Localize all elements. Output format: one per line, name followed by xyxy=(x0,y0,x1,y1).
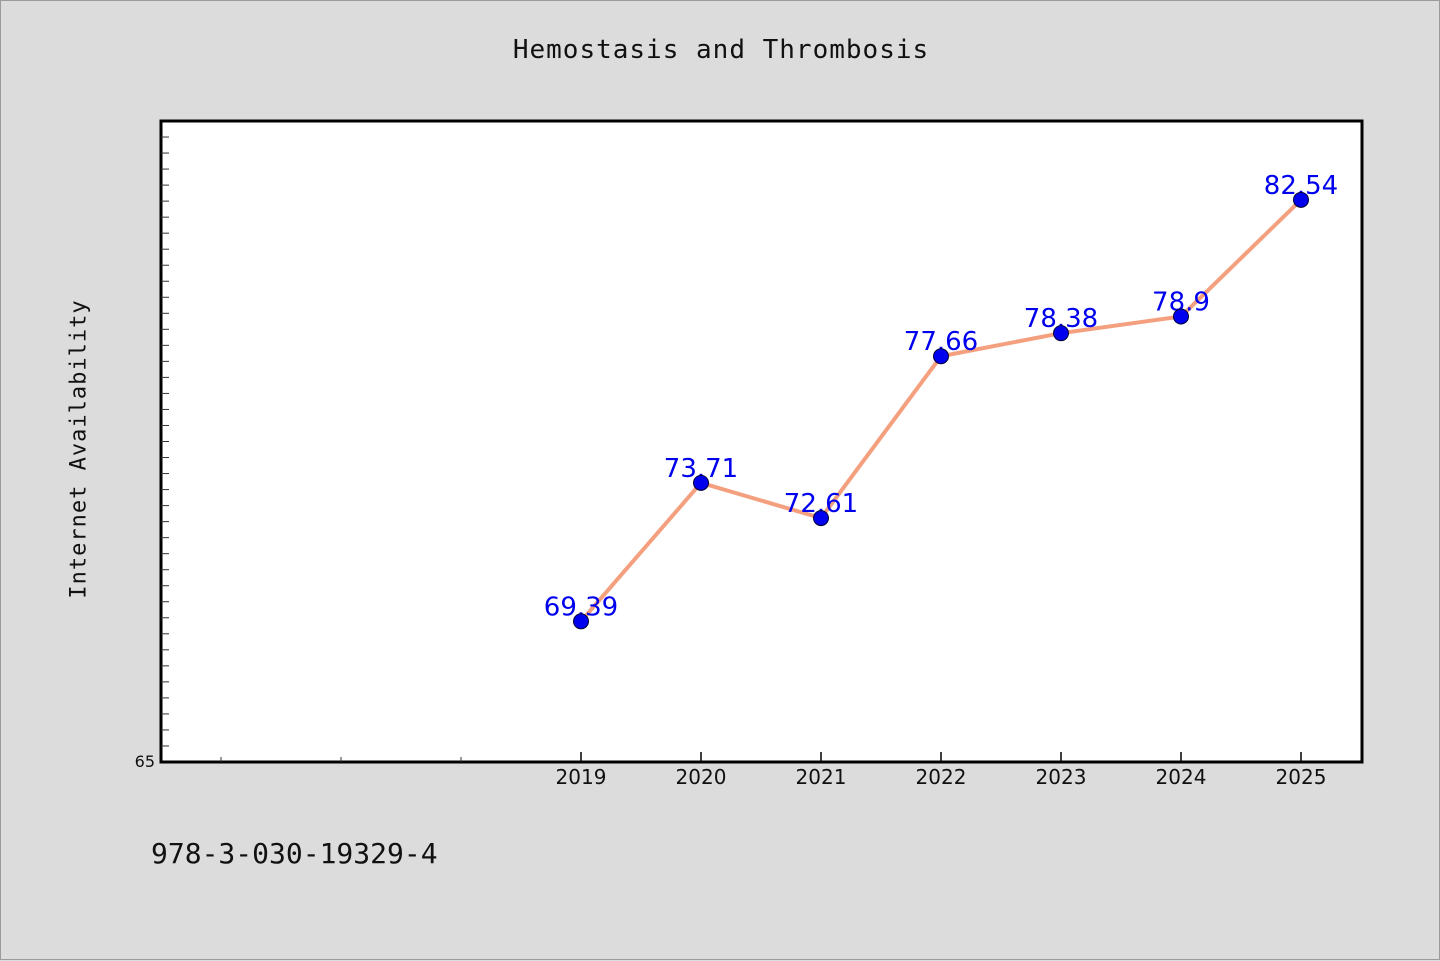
data-point xyxy=(693,474,709,491)
chart-title: Hemostasis and Thrombosis xyxy=(512,35,930,65)
x-tick-label: 2020 xyxy=(676,765,727,789)
data-point xyxy=(573,613,589,630)
x-tick-label: 2021 xyxy=(796,765,847,789)
y-tick-label: 65 xyxy=(135,752,155,771)
data-point xyxy=(813,510,829,527)
data-point xyxy=(933,348,949,365)
x-tick-label: 2024 xyxy=(1156,765,1207,789)
x-tick-label: 2023 xyxy=(1036,765,1087,789)
plot-area xyxy=(159,119,1364,764)
x-axis-minor-ticks xyxy=(220,757,462,762)
data-point xyxy=(1173,308,1189,325)
data-point xyxy=(1053,325,1069,342)
y-axis-ticks xyxy=(161,136,169,747)
x-tick-label: 2025 xyxy=(1276,765,1327,789)
x-axis-ticks: 2019 2020 2021 2022 2023 2024 2025 xyxy=(556,752,1327,789)
x-tick-label: 2022 xyxy=(916,765,967,789)
footer-code: 978-3-030-19329-4 xyxy=(151,837,438,870)
y-axis-tick-labels: 65 xyxy=(135,752,155,771)
x-tick-label: 2019 xyxy=(556,765,607,789)
data-point xyxy=(1293,191,1309,208)
